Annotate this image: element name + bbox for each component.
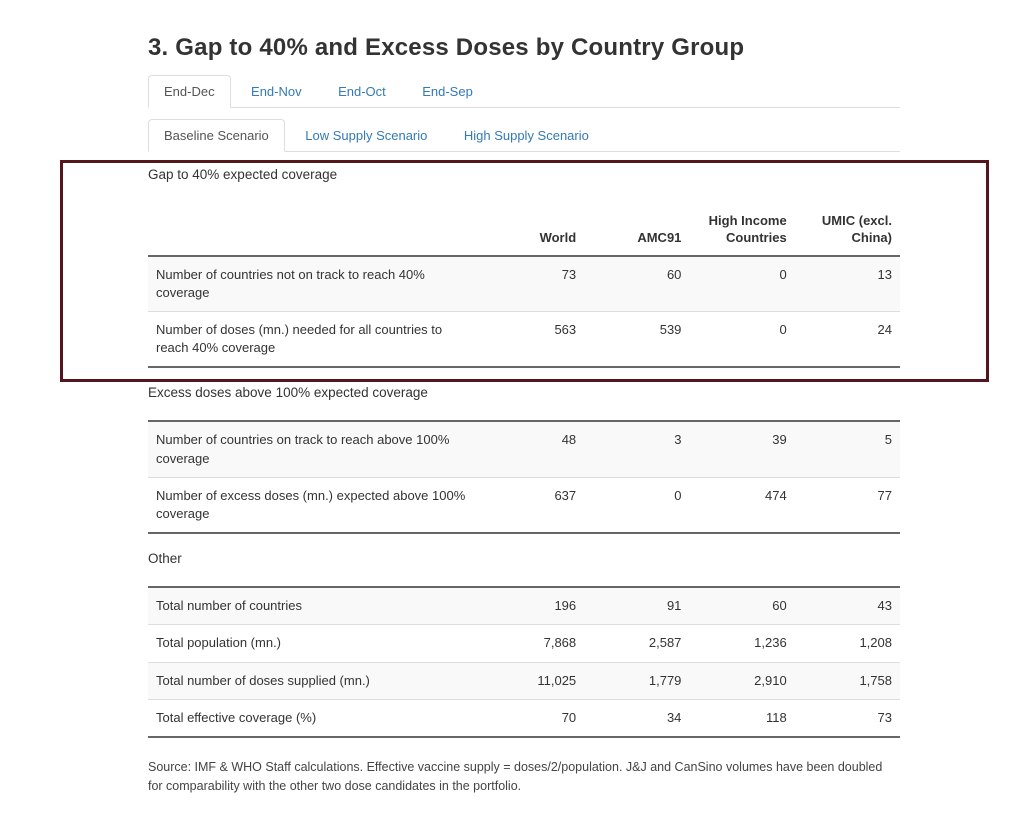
cell-value: 7,868 — [543, 635, 577, 651]
cell-value: 1,208 — [859, 635, 892, 651]
cell-value: 0 — [779, 322, 787, 338]
cell-value: 474 — [764, 487, 787, 503]
row-label: Number of excess doses (mn.) expected ab… — [156, 487, 466, 521]
cell-value: 24 — [877, 322, 892, 338]
page-title: 3. Gap to 40% and Excess Doses by Countr… — [148, 34, 745, 61]
cell-value: 34 — [666, 709, 682, 725]
table-row: Number of doses (mn.) needed for all cou… — [148, 311, 900, 368]
section-gap-to-40: Gap to 40% expected coverage World AMC91… — [60, 159, 989, 383]
cell-value: 73 — [561, 266, 577, 282]
gap-table: World AMC91 High Income Countries UMIC (… — [148, 201, 900, 369]
scenario-tab-bar: Baseline Scenario Low Supply Scenario Hi… — [148, 118, 900, 152]
cell-value: 118 — [765, 709, 787, 725]
tab-baseline-scenario[interactable]: Baseline Scenario — [148, 118, 285, 152]
section-other: Other Total number of countries 196 91 6… — [148, 551, 900, 738]
section-excess-doses: Excess doses above 100% expected coverag… — [148, 385, 900, 535]
cell-value: 1,758 — [859, 672, 892, 688]
tab-end-nov-label[interactable]: End-Nov — [251, 83, 302, 99]
cell-value: 11,025 — [537, 672, 577, 688]
cell-value: 539 — [659, 322, 682, 338]
cell-value: 70 — [561, 709, 577, 725]
tab-end-sep[interactable]: End-Sep — [406, 75, 489, 108]
cell-value: 1,779 — [648, 672, 682, 688]
header-high-income: High Income Countries — [689, 201, 795, 257]
table-row: Number of countries on track to reach ab… — [148, 421, 900, 478]
excess-table: Number of countries on track to reach ab… — [148, 420, 900, 535]
row-label: Total effective coverage (%) — [156, 709, 317, 725]
cell-value: 0 — [674, 487, 682, 503]
cell-value: 2,910 — [754, 672, 787, 688]
row-label: Number of doses (mn.) needed for all cou… — [156, 322, 443, 356]
tab-end-dec[interactable]: End-Dec — [148, 74, 231, 108]
cell-value: 2,587 — [648, 635, 682, 651]
tab-high-supply-scenario-label[interactable]: High Supply Scenario — [463, 127, 589, 143]
table-row: Total number of countries 196 91 60 43 — [148, 587, 900, 625]
header-amc91: AMC91 — [584, 201, 690, 257]
cell-value: 1,236 — [754, 635, 787, 651]
other-table: Total number of countries 196 91 60 43 T… — [148, 586, 900, 738]
cell-value: 13 — [877, 266, 892, 282]
cell-value: 563 — [554, 322, 577, 338]
cell-value: 0 — [779, 266, 787, 282]
cell-value: 637 — [554, 487, 577, 503]
tab-end-oct-label[interactable]: End-Oct — [338, 83, 386, 99]
cell-value: 39 — [772, 432, 787, 448]
tab-low-supply-scenario[interactable]: Low Supply Scenario — [289, 119, 443, 152]
tab-high-supply-scenario[interactable]: High Supply Scenario — [448, 119, 605, 152]
header-world: World — [478, 201, 585, 257]
table-row: Total effective coverage (%) 70 34 118 7… — [148, 699, 900, 737]
cell-value: 91 — [666, 598, 682, 614]
gap-table-header-row: World AMC91 High Income Countries UMIC (… — [148, 201, 900, 257]
tab-end-sep-label[interactable]: End-Sep — [422, 83, 473, 99]
tab-baseline-scenario-label[interactable]: Baseline Scenario — [148, 118, 285, 152]
cell-value: 43 — [877, 598, 892, 614]
page-container: 3. Gap to 40% and Excess Doses by Countr… — [60, 0, 989, 797]
cell-value: 73 — [877, 709, 892, 725]
row-label: Number of countries not on track to reac… — [156, 266, 425, 300]
table-row: Total population (mn.) 7,868 2,587 1,236… — [148, 624, 900, 662]
section-heading-other: Other — [148, 551, 182, 567]
section-heading-excess: Excess doses above 100% expected coverag… — [148, 385, 428, 401]
row-label: Total number of countries — [156, 598, 302, 614]
row-label: Number of countries on track to reach ab… — [156, 432, 450, 466]
cell-value: 5 — [884, 432, 892, 448]
tab-end-dec-label[interactable]: End-Dec — [148, 74, 231, 108]
table-row: Number of countries not on track to reac… — [148, 255, 900, 312]
cell-value: 3 — [674, 432, 682, 448]
row-label: Total number of doses supplied (mn.) — [156, 672, 370, 688]
table-row: Number of excess doses (mn.) expected ab… — [148, 477, 900, 533]
header-umic: UMIC (excl. China) — [794, 201, 900, 257]
tab-end-nov[interactable]: End-Nov — [235, 75, 318, 108]
source-note: Source: IMF & WHO Staff calculations. Ef… — [148, 759, 883, 794]
cell-value: 60 — [666, 266, 682, 282]
period-tab-bar: End-Dec End-Nov End-Oct End-Sep — [148, 74, 900, 108]
table-row: Total number of doses supplied (mn.) 11,… — [148, 662, 900, 700]
cell-value: 196 — [554, 598, 577, 614]
tab-end-oct[interactable]: End-Oct — [322, 75, 402, 108]
cell-value: 60 — [772, 598, 787, 614]
tab-low-supply-scenario-label[interactable]: Low Supply Scenario — [305, 127, 428, 143]
cell-value: 48 — [561, 432, 577, 448]
header-empty — [148, 201, 479, 257]
row-label: Total population (mn.) — [156, 635, 282, 651]
cell-value: 77 — [877, 487, 892, 503]
section-heading-gap: Gap to 40% expected coverage — [148, 166, 338, 182]
